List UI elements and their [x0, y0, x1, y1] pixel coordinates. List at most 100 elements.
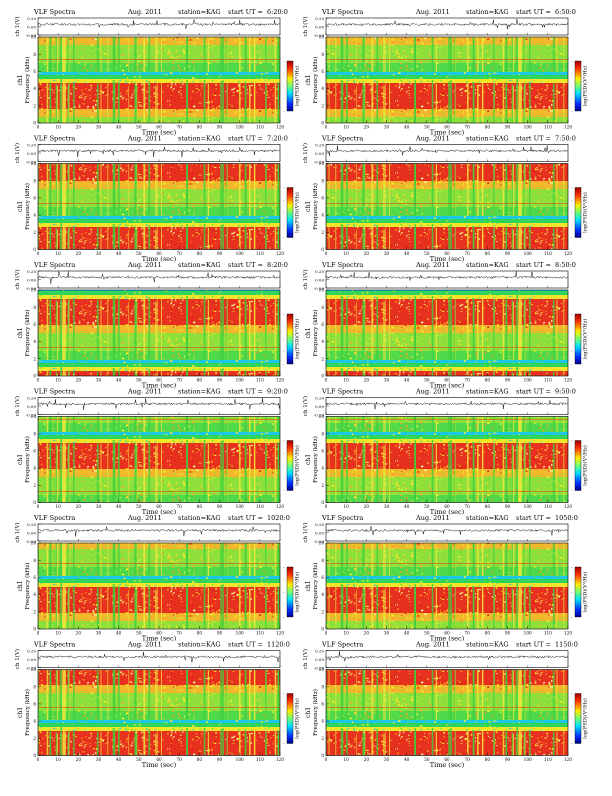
- panel-start-time: 9:50:0: [555, 388, 576, 396]
- waveform-trace: [325, 270, 569, 281]
- freq-tick-label: 8: [33, 52, 36, 57]
- time-tick-label: 110: [544, 631, 552, 636]
- colorbar-tick-label: -: [283, 438, 285, 443]
- channel-label: ch1: [17, 707, 24, 718]
- time-tick-label: 60: [444, 757, 450, 762]
- freq-tick-label: 4: [33, 592, 36, 597]
- time-tick-label: 120: [276, 631, 284, 636]
- freq-ylabel: Frequency (kHz): [24, 563, 31, 610]
- colorbar-tick-label: -: [283, 741, 285, 746]
- colorbar: [574, 187, 582, 238]
- time-tick-label: 110: [256, 378, 264, 383]
- time-tick-label: 50: [136, 757, 142, 762]
- waveform-axes-frame: [37, 650, 281, 668]
- time-tick-label: 50: [424, 251, 430, 256]
- colorbar-tick-label: -: [571, 109, 573, 114]
- freq-tick-label: 2: [321, 736, 324, 741]
- panel-header-date: Aug. 2011: [127, 261, 162, 269]
- freq-ylabel: Frequency (kHz): [312, 689, 319, 736]
- colorbar: [574, 566, 582, 618]
- colorbar-label: log(PSD)(V²/Hz): [582, 66, 589, 107]
- panel-header-date: Aug. 2011: [127, 8, 162, 16]
- freq-tick-label: 0: [33, 121, 36, 126]
- time-tick-label: 100: [236, 757, 244, 762]
- colorbar: [574, 313, 582, 365]
- time-tick-label: 40: [404, 631, 410, 636]
- waveform-tick-label: 0.20: [27, 395, 36, 400]
- waveform-ylabel: ch 1(V): [302, 269, 309, 289]
- panel-header-start: start UT =: [228, 261, 263, 269]
- freq-tick-label: 0: [33, 247, 36, 252]
- spectrogram-panel: VLF Spectra Aug. 2011 station=KAG start UT …: [302, 8, 589, 137]
- time-tick-label: 0: [325, 125, 328, 130]
- panel-header-date: Aug. 2011: [127, 641, 162, 649]
- time-tick-label: 0: [37, 757, 40, 762]
- waveform-tick-label: 0.20: [27, 648, 36, 653]
- time-tick-label: 90: [217, 125, 223, 130]
- time-tick-label: 20: [364, 125, 370, 130]
- colorbar-tick-label: -: [571, 210, 573, 215]
- waveform-ylabel: ch 1(V): [14, 143, 21, 163]
- waveform-tick-label: 0.20: [315, 269, 324, 274]
- freq-tick-label: 0: [321, 121, 324, 126]
- time-tick-label: 120: [276, 378, 284, 383]
- colorbar-tick-label: -: [571, 565, 573, 570]
- time-tick-label: 70: [176, 631, 182, 636]
- panel-header-date: Aug. 2011: [415, 514, 450, 522]
- colorbar-tick-label: -: [283, 729, 285, 734]
- freq-tick-label: 0: [33, 753, 36, 758]
- waveform-tick-label: -0.20: [26, 665, 37, 670]
- time-tick-label: 100: [524, 125, 532, 130]
- freq-tick-label: 10: [319, 541, 325, 546]
- spectrogram-panel: VLF Spectra Aug. 2011 station=KAG start UT …: [14, 514, 301, 643]
- time-xlabel: Time (sec): [142, 508, 177, 516]
- panel-start-time: 6:50:0: [555, 8, 576, 16]
- colorbar-tick-label: -: [571, 223, 573, 228]
- spectrogram-image: [38, 416, 280, 503]
- panel-header-station: station=KAG: [178, 8, 221, 16]
- panel-header-title: VLF Spectra: [321, 514, 363, 522]
- channel-label: ch1: [17, 580, 24, 591]
- waveform-tick-label: 0.00: [27, 151, 36, 156]
- time-tick-label: 120: [564, 378, 572, 383]
- colorbar-tick-label: -: [571, 716, 573, 721]
- panel-header-start: start UT =: [516, 641, 551, 649]
- freq-tick-label: 4: [321, 592, 324, 597]
- colorbar: [286, 187, 294, 238]
- waveform-tick-label: 0.00: [27, 404, 36, 409]
- channel-label: ch1: [305, 707, 312, 718]
- spectrogram-image: [38, 669, 280, 756]
- freq-tick-label: 10: [319, 667, 325, 672]
- time-tick-label: 90: [505, 757, 511, 762]
- freq-tick-label: 8: [321, 684, 324, 689]
- colorbar-tick-label: -: [571, 337, 573, 342]
- time-tick-label: 110: [544, 251, 552, 256]
- waveform-ylabel: ch 1(V): [14, 649, 21, 669]
- time-tick-label: 0: [325, 757, 328, 762]
- time-tick-label: 20: [76, 251, 82, 256]
- colorbar-label: log(PSD)(V²/Hz): [294, 192, 301, 233]
- freq-tick-label: 10: [31, 288, 37, 293]
- time-tick-label: 30: [96, 378, 102, 383]
- waveform-tick-label: -0.20: [26, 159, 37, 164]
- channel-label: ch1: [17, 454, 24, 465]
- waveform-tick-label: 0.20: [27, 16, 36, 21]
- time-tick-label: 40: [404, 125, 410, 130]
- time-tick-label: 80: [197, 631, 203, 636]
- spectrogram-image: [326, 37, 568, 123]
- freq-tick-label: 6: [321, 449, 324, 454]
- waveform-tick-label: 0.00: [27, 657, 36, 662]
- time-tick-label: 0: [325, 378, 328, 383]
- waveform-tick-label: 0.20: [315, 142, 324, 147]
- time-tick-label: 40: [116, 631, 122, 636]
- panel-header-title: VLF Spectra: [33, 8, 75, 16]
- time-tick-label: 80: [197, 251, 203, 256]
- panel-header-title: VLF Spectra: [33, 514, 75, 522]
- colorbar-tick-label: -: [283, 71, 285, 76]
- time-tick-label: 40: [116, 504, 122, 509]
- spectrogram-panel: VLF Spectra Aug. 2011 station=KAG start UT …: [14, 261, 301, 390]
- colorbar: [574, 440, 582, 491]
- panel-header-station: station=KAG: [466, 388, 509, 396]
- channel-label: ch1: [305, 580, 312, 591]
